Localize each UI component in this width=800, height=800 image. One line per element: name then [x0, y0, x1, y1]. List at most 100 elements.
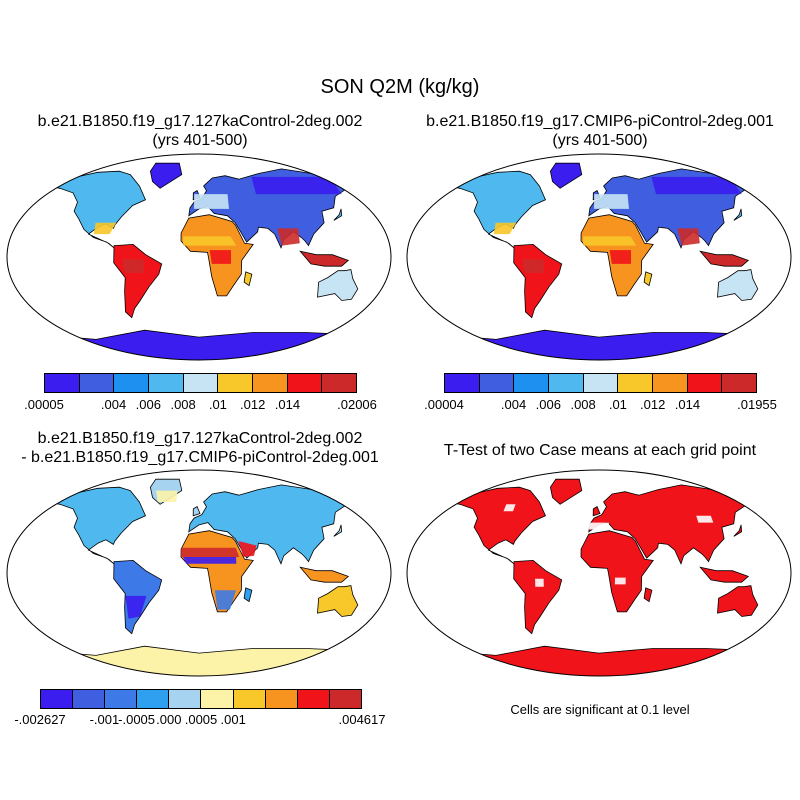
landmass-indonesia — [699, 566, 750, 583]
panel-3-colorbar — [40, 689, 362, 709]
colorbar-swatch — [287, 374, 323, 392]
colorbar-swatch — [722, 374, 757, 392]
panel-3-title-line1: b.e21.B1850.f19_g17.127kaControl-2deg.00… — [37, 430, 363, 447]
colorbar-swatch — [149, 374, 184, 392]
region-insignificant-cells-1 — [588, 522, 610, 530]
landmass-indonesia — [699, 250, 750, 267]
figure-title: SON Q2M (kg/kg) — [320, 76, 480, 98]
colorbar-swatch — [583, 374, 619, 392]
significance-note: Cells are significant at 0.1 level — [510, 702, 690, 717]
panel-1-tick: .02006 — [337, 397, 377, 412]
landmass-northAmerica — [46, 170, 147, 249]
colorbar-swatch — [445, 374, 480, 392]
landmass-northAmerica — [46, 486, 147, 565]
colorbar-swatch — [218, 374, 254, 392]
landmass-southAmerica — [513, 243, 563, 319]
panel-1-tick: .012 — [240, 397, 266, 412]
region-europe — [194, 194, 229, 209]
landmass-antarctica — [438, 645, 760, 676]
panel-2-tick: .01955 — [737, 397, 777, 412]
landmass-madagascar — [643, 271, 653, 287]
map-outline — [406, 153, 792, 361]
colorbar-swatch — [169, 690, 202, 708]
panel-2-tick: .014 — [674, 397, 701, 412]
panel-1-tick: .004 — [100, 397, 127, 412]
colorbar-swatch — [297, 690, 330, 708]
panel-2-title-line1: b.e21.B1850.f19_g17.CMIP6-piControl-2deg… — [426, 113, 774, 130]
region-insignificant-cells-5 — [503, 504, 516, 512]
landmass-indonesia — [299, 566, 350, 583]
landmass-southAmerica — [513, 559, 563, 635]
landmass-japan — [733, 524, 743, 537]
landmass-madagascar — [643, 587, 653, 603]
panel-2-title-line2: (yrs 401-500) — [552, 132, 648, 149]
landmass-southAmerica — [113, 243, 163, 319]
panel-1-colorbar — [44, 373, 357, 393]
region-sahara-band — [181, 547, 240, 557]
colorbar-swatch — [514, 374, 550, 392]
colorbar-swatch — [41, 690, 74, 708]
region-amazon — [522, 259, 544, 273]
region-central-africa — [609, 250, 631, 264]
panel-2-tick: .006 — [535, 397, 561, 412]
panel-2-colorbar — [444, 373, 757, 393]
region-insignificant-cells-3 — [535, 578, 544, 587]
landmass-northAmerica — [446, 486, 547, 565]
map-outline — [406, 469, 792, 677]
panel-3-tick: .001 — [220, 712, 246, 727]
panel-3-title-line2: - b.e21.B1850.f19_g17.CMIP6-piControl-2d… — [21, 449, 379, 466]
region-siberia — [651, 176, 742, 195]
landmass-uk — [592, 506, 601, 517]
region-insignificant-cells-4 — [696, 515, 714, 523]
colorbar-swatch — [79, 374, 115, 392]
landmass-antarctica — [38, 329, 360, 360]
region-south-america-south — [125, 595, 147, 619]
region-south-asia — [677, 228, 700, 246]
panel-3-colorbar-ticks: -.002627 -.001 -.0005 .000 .0005 .001 .0… — [14, 712, 385, 728]
landmass-northAmerica — [446, 170, 547, 249]
panel-3-tick: -.0005 — [118, 712, 156, 727]
panel-2-tick: .008 — [570, 397, 596, 412]
region-greenland-coast — [156, 490, 178, 502]
panel-3-tick: -.001 — [89, 712, 120, 727]
colorbar-swatch — [687, 374, 723, 392]
region-southern-africa — [214, 590, 236, 610]
landmass-uk — [192, 506, 201, 517]
colorbar-swatch — [653, 374, 688, 392]
panel-1-tick: .00005 — [24, 397, 64, 412]
panel-2-tick: .00004 — [424, 397, 464, 412]
panel-1-colorbar-ticks: .00005 .004 .006 .008 .01 .012 .014 .020… — [24, 397, 377, 413]
landmass-japan — [333, 524, 343, 537]
colorbar-swatch — [114, 374, 150, 392]
landmass-australia — [317, 585, 359, 617]
colorbar-swatch — [549, 374, 584, 392]
panel-4-title: T-Test of two Case means at each grid po… — [443, 442, 757, 459]
colorbar-swatch — [618, 374, 654, 392]
region-sahara-band — [583, 236, 637, 246]
panel-1-tick: .008 — [170, 397, 196, 412]
landmass-greenland — [549, 162, 583, 189]
panel-1-tick: .014 — [274, 397, 301, 412]
colorbar-swatch — [253, 374, 288, 392]
panel-1-map — [6, 153, 392, 361]
colorbar-swatch — [479, 374, 515, 392]
panel-3-tick: .000 — [156, 712, 182, 727]
panel-4-map — [406, 469, 792, 677]
panel-1-title-line2: (yrs 401-500) — [152, 132, 248, 149]
panel-3-tick: .0005 — [184, 712, 218, 727]
panel-2-tick: .004 — [500, 397, 527, 412]
landmass-eurasia — [588, 484, 762, 565]
landmass-greenland — [549, 478, 583, 505]
panel-1-tick: .01 — [208, 397, 227, 412]
panel-1-title: b.e21.B1850.f19_g17.127kaControl-2deg.00… — [0, 112, 400, 150]
panel-2-map — [406, 153, 792, 361]
landmass-japan — [333, 208, 343, 221]
landmass-madagascar — [243, 271, 253, 287]
panel-2-tick: .01 — [608, 397, 627, 412]
region-gulf-region — [93, 222, 117, 235]
colorbar-swatch — [233, 690, 266, 708]
colorbar-swatch — [265, 690, 298, 708]
panel-2-title: b.e21.B1850.f19_g17.CMIP6-piControl-2deg… — [400, 112, 800, 150]
panel-3-map — [6, 469, 392, 677]
panel-1-title-line1: b.e21.B1850.f19_g17.127kaControl-2deg.00… — [37, 113, 363, 130]
